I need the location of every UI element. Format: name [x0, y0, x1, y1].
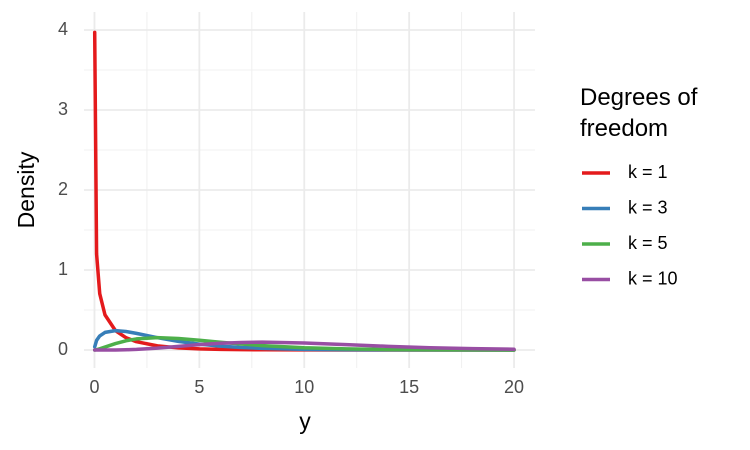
legend-title: Degrees of freedom [580, 84, 698, 142]
legend-label: k = 10 [628, 268, 678, 288]
y-tick-label: 3 [58, 99, 68, 119]
x-tick-label: 20 [504, 377, 524, 397]
data-line [92, 340, 516, 352]
x-tick-label: 10 [294, 377, 314, 397]
y-tick-label: 0 [58, 339, 68, 359]
plot-lines [92, 30, 516, 352]
x-tick-label: 5 [194, 377, 204, 397]
x-tick-label: 15 [399, 377, 419, 397]
x-tick-label: 0 [89, 377, 99, 397]
x-axis-title: y [299, 408, 311, 434]
y-tick-label: 2 [58, 179, 68, 199]
y-tick-label: 4 [58, 19, 68, 39]
y-tick-label: 1 [58, 259, 68, 279]
legend-label: k = 5 [628, 233, 668, 253]
grid [84, 12, 535, 368]
legend-label: k = 3 [628, 197, 668, 217]
legend-label: k = 1 [628, 162, 668, 182]
data-line [92, 335, 516, 352]
y-axis-title: Density [13, 151, 39, 228]
